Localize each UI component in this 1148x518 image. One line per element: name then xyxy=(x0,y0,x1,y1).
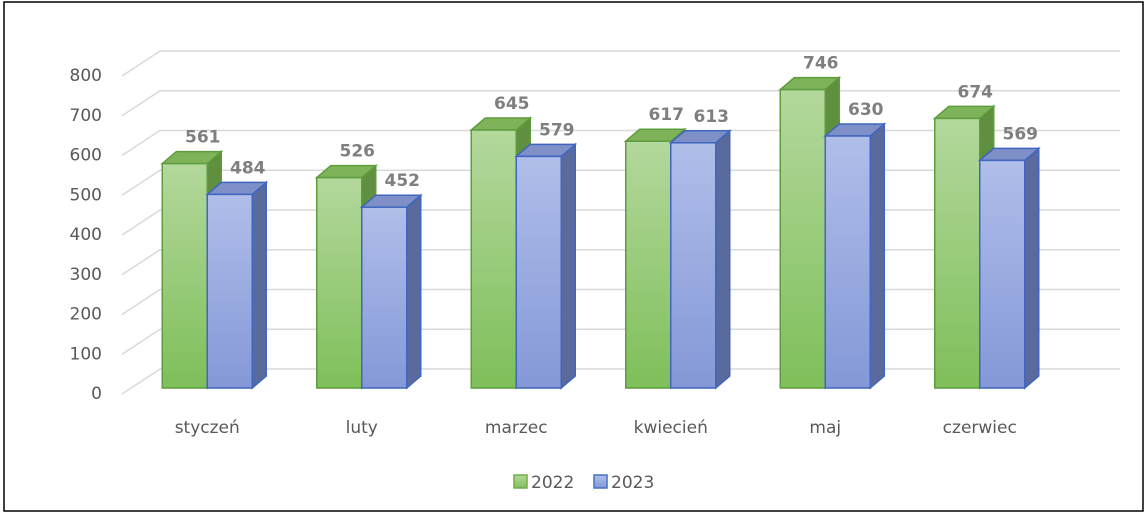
x-tick-label: kwiecień xyxy=(634,418,708,438)
bar-face xyxy=(824,135,871,389)
y-tick-label: 0 xyxy=(91,384,102,404)
data-label: 526 xyxy=(340,142,376,162)
bar-face xyxy=(670,142,717,389)
data-label: 452 xyxy=(385,171,421,191)
x-tick-label: maj xyxy=(809,418,841,438)
y-tick-label: 600 xyxy=(70,146,102,166)
bar xyxy=(514,142,578,390)
y-tick-label: 200 xyxy=(70,305,102,325)
bar-face xyxy=(560,142,576,390)
x-tick-label: luty xyxy=(346,418,378,438)
data-label: 561 xyxy=(185,128,221,148)
bar-face xyxy=(979,159,1026,389)
y-tick-label: 400 xyxy=(70,225,102,245)
data-label: 645 xyxy=(494,94,530,114)
data-label: 617 xyxy=(649,105,685,125)
data-label: 674 xyxy=(958,82,994,102)
y-tick-label: 100 xyxy=(70,344,102,364)
bar-face xyxy=(470,129,517,389)
data-label: 746 xyxy=(803,54,839,74)
bar-face xyxy=(715,129,731,390)
data-label: 569 xyxy=(1003,124,1039,144)
bar-face xyxy=(161,162,208,389)
bar-face xyxy=(361,206,408,389)
y-tick-label: 800 xyxy=(70,66,102,86)
y-tick-label: 300 xyxy=(70,265,102,285)
bar xyxy=(668,129,732,390)
data-label: 613 xyxy=(694,107,730,127)
bar xyxy=(977,146,1041,390)
bar xyxy=(205,180,269,390)
bar-face xyxy=(869,122,885,390)
legend-label: 2023 xyxy=(611,473,654,493)
bar-face xyxy=(934,117,981,389)
bar-face xyxy=(316,176,363,389)
x-tick-label: czerwiec xyxy=(943,418,1017,438)
bar-face xyxy=(625,140,672,389)
bar xyxy=(932,104,996,390)
bar-face xyxy=(1024,146,1040,390)
data-label: 484 xyxy=(230,158,266,178)
bar-face xyxy=(406,193,422,390)
legend-swatch xyxy=(513,474,528,489)
y-tick-label: 700 xyxy=(70,106,102,126)
bar-face xyxy=(251,180,267,390)
bar xyxy=(823,122,887,390)
bar-face xyxy=(206,193,253,389)
data-label: 579 xyxy=(539,120,575,140)
bar xyxy=(359,193,423,390)
legend-swatch xyxy=(593,474,608,489)
data-label: 630 xyxy=(848,100,884,120)
bar-face xyxy=(515,155,562,389)
grid-line xyxy=(121,50,1120,77)
y-tick-label: 500 xyxy=(70,185,102,205)
legend-label: 2022 xyxy=(531,473,574,493)
bar-face xyxy=(779,88,826,389)
x-tick-label: styczeń xyxy=(175,418,240,438)
x-tick-label: marzec xyxy=(485,418,548,438)
